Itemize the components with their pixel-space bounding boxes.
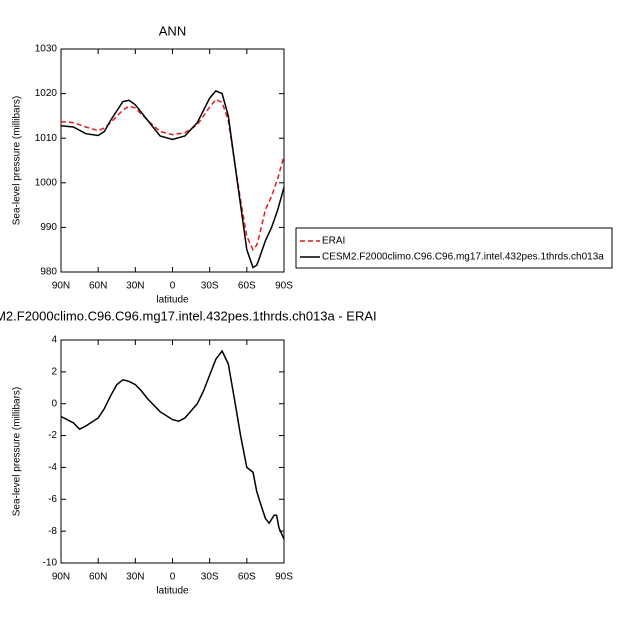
x-tick-label: 90N (52, 572, 70, 583)
x-tick-label: 30S (201, 572, 219, 583)
y-tick-label: 1010 (35, 133, 58, 144)
y-axis-label: Sea-level pressure (millibars) (12, 387, 23, 516)
x-tick-label: 90N (52, 281, 70, 292)
x-axis-label: latitude (156, 295, 189, 306)
data-line (60, 98, 285, 252)
y-tick-label: 1000 (35, 177, 58, 188)
x-axis-label: latitude (156, 586, 189, 597)
y-tick-label: 4 (51, 335, 57, 346)
plot-frame (60, 339, 285, 564)
legend-box (295, 227, 613, 269)
y-tick-label: 1030 (35, 44, 58, 55)
x-tick-label: 60S (238, 281, 256, 292)
x-tick-label: 60N (89, 281, 107, 292)
plot-frame (60, 48, 285, 273)
x-tick-label: 30N (126, 281, 144, 292)
y-tick-label: -2 (48, 430, 57, 441)
data-line (60, 349, 285, 540)
data-line (60, 89, 285, 269)
chart-title: ANN (159, 23, 186, 38)
x-tick-label: 90S (275, 281, 293, 292)
legend-label: CESM2.F2000climo.C96.C96.mg17.intel.432p… (322, 252, 604, 263)
y-tick-label: 2 (51, 366, 57, 377)
y-tick-label: 990 (40, 222, 57, 233)
x-tick-label: 30N (126, 572, 144, 583)
x-tick-label: 30S (201, 281, 219, 292)
y-tick-label: -6 (48, 494, 57, 505)
legend-label: ERAI (322, 236, 345, 247)
y-tick-label: -4 (48, 462, 57, 473)
chart-title: CESM2.F2000climo.C96.C96.mg17.intel.432p… (0, 308, 377, 323)
x-tick-label: 90S (275, 572, 293, 583)
x-tick-label: 60N (89, 572, 107, 583)
y-tick-label: -8 (48, 526, 57, 537)
x-tick-label: 0 (170, 572, 176, 583)
y-tick-label: -10 (43, 558, 58, 569)
y-tick-label: 980 (40, 267, 57, 278)
y-tick-label: 1020 (35, 88, 58, 99)
x-tick-label: 60S (238, 572, 256, 583)
y-tick-label: 0 (51, 398, 57, 409)
x-tick-label: 0 (170, 281, 176, 292)
y-axis-label: Sea-level pressure (millibars) (12, 96, 23, 225)
